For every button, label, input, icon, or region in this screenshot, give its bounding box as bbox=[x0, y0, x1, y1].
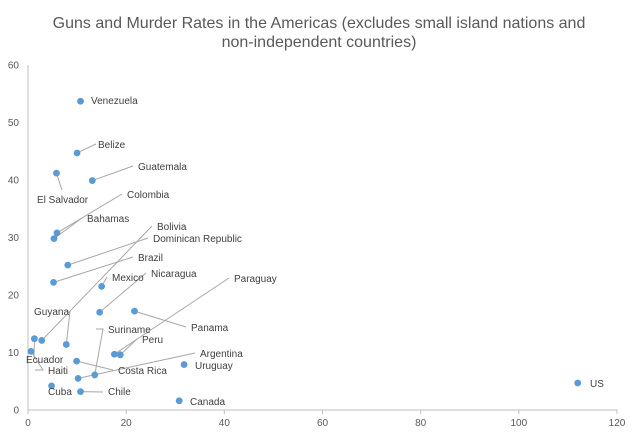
point-bolivia bbox=[38, 337, 46, 344]
x-tick-label: 80 bbox=[415, 418, 427, 429]
label-uruguay: Uruguay bbox=[195, 361, 233, 372]
label-belize: Belize bbox=[98, 140, 126, 151]
x-tick-label: 60 bbox=[317, 418, 329, 429]
label-peru: Peru bbox=[142, 335, 163, 346]
label-costa-rica: Costa Rica bbox=[118, 366, 167, 377]
leader-line-guyana bbox=[65, 310, 71, 345]
point-ecuador bbox=[30, 335, 38, 343]
point-argentina bbox=[74, 374, 82, 382]
leader-line-guatemala bbox=[92, 165, 134, 182]
label-bahamas: Bahamas bbox=[87, 214, 129, 225]
point-dominican-republic bbox=[64, 261, 72, 269]
y-tick-label: 60 bbox=[8, 61, 20, 72]
point-guyana bbox=[62, 341, 70, 348]
axes: 0 10 20 30 40 50 60 0 20 40 60 80 100 120 bbox=[8, 61, 626, 430]
leader-line-suriname bbox=[94, 328, 104, 376]
leader-line-bolivia bbox=[41, 225, 153, 341]
point-bahamas bbox=[50, 235, 58, 243]
label-cuba: Cuba bbox=[48, 387, 72, 398]
label-bolivia: Bolivia bbox=[157, 222, 187, 233]
chart-title-line-2: non-independent countries) bbox=[222, 34, 417, 51]
label-us: US bbox=[590, 379, 604, 390]
label-suriname: Suriname bbox=[108, 325, 151, 336]
y-tick-label: 50 bbox=[8, 118, 20, 129]
x-tick-label: 40 bbox=[219, 418, 231, 429]
leader-line-brazil bbox=[53, 256, 134, 283]
leader-line-panama bbox=[134, 310, 187, 328]
point-el-salvador bbox=[53, 169, 60, 177]
leader-line-belize bbox=[76, 143, 97, 154]
label-guyana: Guyana bbox=[34, 307, 69, 318]
label-panama: Panama bbox=[191, 323, 229, 334]
y-tick-label: 30 bbox=[8, 233, 20, 244]
point-haiti bbox=[27, 347, 35, 355]
leader-line-colombia bbox=[56, 193, 123, 234]
x-tick-label: 120 bbox=[609, 418, 626, 429]
label-guatemala: Guatemala bbox=[138, 162, 187, 173]
point-mexico bbox=[98, 282, 106, 290]
label-nicaragua: Nicaragua bbox=[151, 269, 197, 280]
label-ecuador: Ecuador bbox=[26, 355, 64, 366]
label-canada: Canada bbox=[190, 397, 225, 408]
y-tick-label: 10 bbox=[8, 348, 20, 359]
label-chile: Chile bbox=[108, 387, 131, 398]
point-uruguay bbox=[180, 361, 188, 368]
label-el-salvador: El Salvador bbox=[37, 195, 89, 206]
point-brazil bbox=[50, 278, 57, 286]
label-colombia: Colombia bbox=[127, 190, 170, 201]
label-argentina: Argentina bbox=[200, 349, 243, 360]
leader-line-haiti bbox=[30, 351, 44, 371]
label-mexico: Mexico bbox=[112, 273, 144, 284]
point-costa-rica bbox=[73, 357, 80, 365]
label-haiti: Haiti bbox=[48, 366, 68, 377]
point-belize bbox=[73, 149, 81, 157]
point-colombia bbox=[53, 229, 61, 237]
point-canada bbox=[175, 397, 183, 405]
point-peru bbox=[116, 351, 124, 359]
point-panama bbox=[131, 307, 138, 315]
leader-line-costa-rica bbox=[76, 360, 114, 371]
y-tick-label: 20 bbox=[8, 291, 20, 302]
leader-line-nicaragua bbox=[99, 272, 147, 313]
x-tick-label: 0 bbox=[25, 418, 31, 429]
leader-lines bbox=[30, 143, 230, 393]
label-dominican-republic: Dominican Republic bbox=[153, 234, 242, 245]
point-guatemala bbox=[88, 177, 96, 184]
label-paraguay: Paraguay bbox=[234, 274, 277, 285]
point-chile bbox=[77, 388, 84, 395]
data-points bbox=[27, 97, 582, 405]
label-venezuela: Venezuela bbox=[91, 96, 138, 107]
point-paraguay bbox=[110, 350, 118, 358]
y-tick-label: 0 bbox=[13, 406, 19, 417]
point-us bbox=[574, 379, 582, 387]
point-venezuela bbox=[77, 97, 84, 105]
x-tick-label: 20 bbox=[121, 418, 133, 429]
point-suriname bbox=[91, 371, 99, 379]
leader-line-paraguay bbox=[114, 277, 230, 355]
leader-line-dominican-republic bbox=[67, 237, 149, 266]
leader-line-peru bbox=[119, 338, 138, 356]
data-labels: Venezuela Belize Guatemala El Salvador Colom… bbox=[26, 96, 604, 408]
y-tick-label: 40 bbox=[8, 176, 20, 187]
x-tick-label: 100 bbox=[510, 418, 527, 429]
point-cuba bbox=[48, 382, 55, 390]
chart-title-line-1: Guns and Murder Rates in the Americas (e… bbox=[53, 15, 586, 32]
point-nicaragua bbox=[96, 308, 104, 316]
label-brazil: Brazil bbox=[138, 253, 163, 264]
